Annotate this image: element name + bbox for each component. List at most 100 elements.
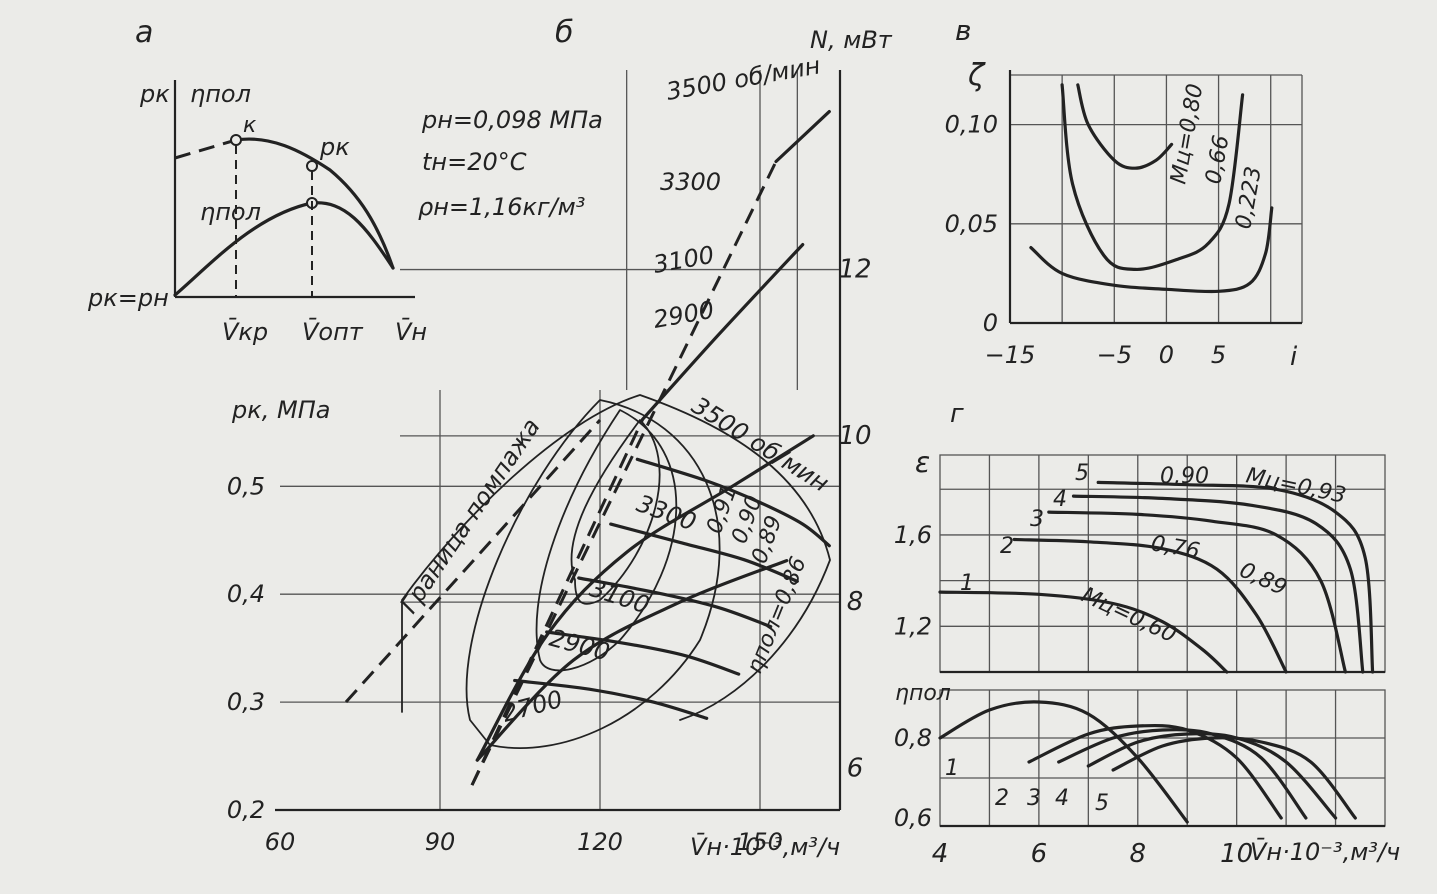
power-curve-0	[774, 110, 831, 164]
tick-v-x: −15	[985, 341, 1036, 369]
axis-a-ylabel-eta: ηпол	[190, 80, 251, 108]
tick-b-x: 90	[425, 828, 456, 856]
label-v-0223: 0,223	[1231, 165, 1267, 231]
label-g-eta-3: 3	[1027, 786, 1041, 811]
tick-g-bottom-y: 0,6	[894, 804, 932, 832]
tick-v-x: 0	[1159, 341, 1174, 369]
label-p-3300: 3300	[633, 489, 700, 536]
tick-g-top-y: 1,2	[894, 612, 932, 640]
tick-b-y-right: 12	[838, 255, 871, 285]
point-pk-opt	[306, 160, 318, 172]
series-v	[1029, 83, 1274, 294]
ratio-curve-4	[1071, 494, 1365, 674]
panel-a: pк ηпол к pк ηпол pк=pн V̄кр V̄опт V̄н	[87, 80, 427, 346]
label-curve-pk: pк	[319, 133, 350, 161]
tick-b-x: 150	[737, 828, 783, 856]
tick-b-y: 0,2	[227, 796, 265, 824]
label-n-3500: 3500 об/мин	[664, 51, 822, 106]
power-curve-1	[641, 243, 805, 421]
label-g-eta-4: 4	[1055, 786, 1069, 811]
efficiency-curve-5	[1111, 736, 1357, 820]
panel-label-g: г	[950, 399, 964, 429]
condition-density: ρн=1,16кг/м³	[418, 193, 585, 221]
tick-v-x: 5	[1211, 341, 1226, 369]
label-v-066: 0,66	[1201, 133, 1234, 186]
series-b	[470, 110, 831, 786]
curve-a-pk-dash	[174, 138, 237, 160]
axis-b-ylabel-right: N, мВт	[810, 26, 893, 54]
tick-b-y: 0,5	[227, 472, 265, 500]
label-curve-eta: ηпол	[200, 198, 261, 226]
ratio-curve-2	[1012, 537, 1288, 674]
pressure-curve-3	[545, 630, 741, 676]
label-p-3100: 3100	[586, 574, 653, 620]
grid-v	[1010, 74, 1303, 323]
eff-contour-086	[401, 394, 831, 721]
label-g-eta-1: 1	[945, 756, 959, 781]
efficiency-curve-1	[938, 700, 1189, 824]
axis-g-bottom-ylabel: ηпол	[895, 681, 951, 706]
axis-b-ylabel: pк, МПа	[231, 396, 330, 424]
panel-g: 4 6 8 10 1,2 1,6 0,6 0,8 ε ηпол V̄н·10⁻³,м³/ч 1…	[894, 446, 1400, 869]
axis-v-xlabel: i	[1290, 342, 1298, 372]
tick-b-x: 60	[265, 828, 296, 856]
xtick-a-vn: V̄н	[395, 317, 427, 346]
xtick-a-vkr: V̄кр	[222, 317, 268, 346]
condition-pressure: pн=0,098 МПа	[421, 106, 603, 134]
ticks-b: 60 90 120 150 0,2 0,3 0,4 0,5 6 8 10 12	[227, 255, 872, 856]
tick-g-x: 4	[932, 839, 949, 869]
panel-label-a: а	[135, 15, 153, 50]
label-v-080: Mц=0,80	[1166, 82, 1208, 186]
tick-g-x: 6	[1031, 839, 1048, 869]
label-n-3100: 3100	[651, 241, 716, 279]
label-g-mach-090: 0,90	[1160, 464, 1209, 489]
label-g-eta-5: 5	[1095, 791, 1109, 816]
panel-v: −15 −5 0 5 0 0,05 0,10 ζ i Mц=0,80 0,66 0,223	[945, 58, 1303, 372]
xtick-a-vopt: V̄опт	[302, 317, 364, 346]
efficiency-curve-3	[1057, 728, 1308, 820]
axis-b-xlabel: V̄н·10⁻³,м³/ч	[690, 832, 840, 861]
tick-g-top-y: 1,6	[894, 521, 932, 549]
eff-contour-089	[465, 399, 721, 749]
tick-g-bottom-y: 0,8	[894, 724, 932, 752]
tick-v-y: 0,10	[945, 111, 998, 139]
label-g-mach-076: 0,76	[1149, 531, 1202, 564]
label-p-2900: 2900	[546, 624, 612, 667]
surge-boundary	[344, 418, 602, 704]
axis-g-xlabel: V̄н·10⁻³,м³/ч	[1250, 837, 1400, 866]
loss-curve-1	[1060, 83, 1245, 272]
axis-v-ylabel: ζ	[967, 58, 986, 93]
label-p-2700: 2700	[499, 685, 565, 728]
ratio-curve-3	[1047, 510, 1347, 674]
tick-v-y: 0	[983, 309, 998, 337]
pressure-curve-0	[635, 457, 831, 548]
label-g-eps-3: 3	[1030, 507, 1044, 532]
label-g-eps-2: 2	[1000, 534, 1014, 559]
efficiency-curve-2	[1027, 723, 1283, 820]
axis-a-ylabel-p: pк	[139, 80, 170, 108]
ratio-curve-1	[938, 590, 1229, 674]
label-g-eps-1: 1	[960, 571, 974, 596]
loss-curve-2	[1029, 206, 1274, 294]
loss-curve-0	[1076, 83, 1174, 170]
power-surge-dash-1	[470, 418, 645, 786]
tick-b-y: 0,3	[227, 688, 265, 716]
pressure-curve-1	[609, 522, 799, 583]
curve-a-eta	[173, 201, 395, 297]
label-g-mach-093: Mц=0,93	[1244, 463, 1348, 509]
label-g-mach-060: Mц=0,60	[1077, 583, 1179, 649]
tick-b-y: 0,4	[227, 580, 265, 608]
pressure-curve-2	[577, 576, 773, 629]
label-origin-a: pк=pн	[87, 284, 169, 312]
label-point-k: к	[243, 113, 257, 138]
tick-b-x: 120	[577, 828, 623, 856]
series-g	[938, 480, 1375, 824]
label-g-eps-5: 5	[1075, 461, 1089, 486]
point-k	[230, 134, 242, 146]
label-g-eps-4: 4	[1053, 487, 1067, 512]
surge-label: Граница помпажа	[395, 413, 546, 618]
pressure-curve-4	[513, 678, 709, 720]
axis-g-top-ylabel: ε	[915, 446, 930, 479]
curve-a-pk	[234, 137, 395, 270]
tick-b-y-right: 8	[847, 587, 864, 617]
